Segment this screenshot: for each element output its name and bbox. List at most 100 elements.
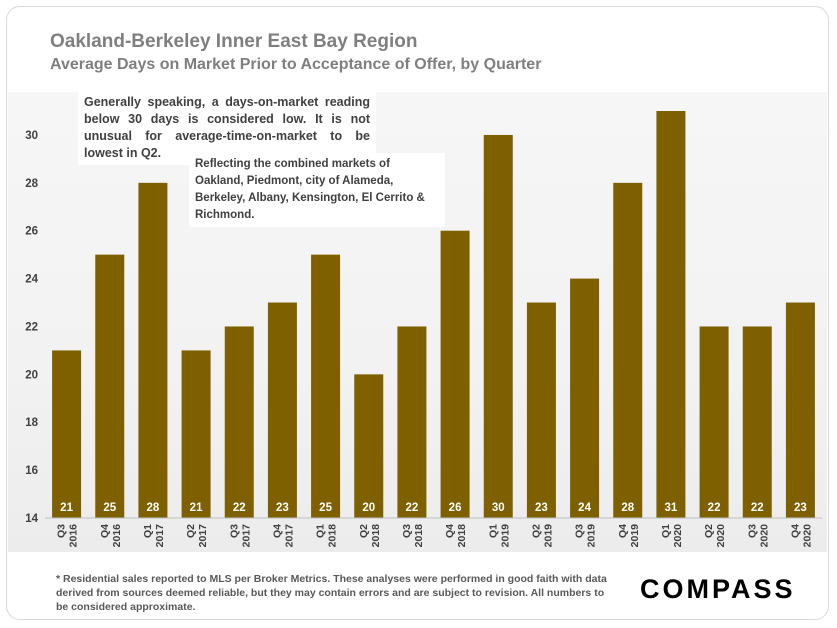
- annotation-days-on-market-note: Generally speaking, a days-on-market rea…: [78, 91, 376, 165]
- bar: [95, 254, 125, 518]
- bar-value-label: 23: [276, 502, 289, 514]
- y-tick-label: 18: [25, 417, 38, 429]
- x-tick-quarter: Q2: [530, 524, 542, 538]
- x-tick-label: Q3 2020: [746, 524, 770, 548]
- x-tick-year: 2020: [715, 524, 727, 548]
- bar-value-label: 25: [319, 502, 332, 514]
- bar: [311, 254, 341, 518]
- bar-value-label: 31: [665, 502, 678, 514]
- x-tick-year: 2018: [370, 524, 382, 548]
- bar-value-label: 22: [233, 502, 246, 514]
- x-tick-quarter: Q3: [746, 524, 758, 538]
- bar-value-label: 21: [60, 502, 73, 514]
- x-tick-label: Q1 2017: [142, 524, 166, 548]
- x-tick-quarter: Q1: [487, 524, 499, 538]
- x-tick-label: Q4 2016: [99, 524, 123, 548]
- y-tick-label: 26: [25, 226, 38, 238]
- x-tick-quarter: Q1: [660, 524, 672, 538]
- bar-value-label: 22: [406, 502, 419, 514]
- y-tick-label: 22: [25, 321, 38, 333]
- bar: [138, 182, 168, 518]
- y-tick-label: 24: [25, 274, 38, 286]
- x-tick-label: Q2 2019: [530, 524, 554, 548]
- bar: [354, 374, 384, 518]
- bar: [181, 350, 211, 518]
- bar: [440, 230, 470, 519]
- bar-value-label: 25: [103, 502, 116, 514]
- bar: [483, 134, 513, 519]
- x-tick-label: Q2 2017: [185, 524, 209, 548]
- x-tick-year: 2019: [499, 524, 511, 548]
- x-tick-quarter: Q2: [703, 524, 715, 538]
- x-tick-quarter: Q3: [401, 524, 413, 538]
- x-tick-quarter: Q4: [99, 524, 111, 538]
- x-tick-label: Q4 2019: [617, 524, 641, 548]
- x-tick-quarter: Q4: [444, 524, 456, 538]
- x-tick-year: 2016: [68, 524, 80, 548]
- x-tick-year: 2019: [542, 524, 554, 548]
- footnote: * Residential sales reported to MLS per …: [56, 573, 607, 613]
- bar-value-label: 22: [708, 502, 721, 514]
- bar: [742, 326, 772, 518]
- y-tick-label: 20: [25, 369, 38, 381]
- x-tick-quarter: Q3: [56, 524, 68, 538]
- x-tick-label: Q3 2018: [401, 524, 425, 548]
- bar-value-label: 26: [449, 502, 462, 514]
- x-tick-year: 2017: [283, 524, 295, 548]
- bar-value-label: 28: [621, 502, 634, 514]
- x-tick-year: 2020: [672, 524, 684, 548]
- x-tick-quarter: Q2: [185, 524, 197, 538]
- x-tick-label: Q2 2020: [703, 524, 727, 548]
- x-tick-label: Q4 2017: [271, 524, 295, 548]
- x-tick-quarter: Q3: [228, 524, 240, 538]
- bar: [526, 302, 556, 518]
- bar-value-label: 22: [751, 502, 764, 514]
- bar: [397, 326, 427, 518]
- x-tick-label: Q1 2020: [660, 524, 684, 548]
- x-tick-year: 2018: [456, 524, 468, 548]
- x-tick-quarter: Q2: [358, 524, 370, 538]
- x-tick-label: Q3 2019: [574, 524, 598, 548]
- x-tick-year: 2019: [586, 524, 598, 548]
- bar-value-label: 30: [492, 502, 505, 514]
- compass-logo: COMPASS: [640, 574, 796, 604]
- bar: [656, 111, 686, 518]
- bar-value-label: 23: [535, 502, 548, 514]
- bar-value-label: 23: [794, 502, 807, 514]
- x-tick-label: Q4 2020: [789, 524, 813, 548]
- x-tick-quarter: Q1: [315, 524, 327, 538]
- bar-value-label: 21: [190, 502, 203, 514]
- bar: [224, 326, 254, 518]
- x-tick-label: Q3 2017: [228, 524, 252, 548]
- x-tick-year: 2017: [197, 524, 209, 548]
- bar-value-label: 20: [362, 502, 375, 514]
- x-tick-label: Q3 2016: [56, 524, 80, 548]
- x-tick-label: Q2 2018: [358, 524, 382, 548]
- x-tick-quarter: Q3: [574, 524, 586, 538]
- x-tick-label: Q1 2019: [487, 524, 511, 548]
- bar: [267, 302, 297, 518]
- bar-value-label: 24: [578, 502, 591, 514]
- annotation-markets-note: Reflecting the combined markets of Oakla…: [189, 153, 445, 227]
- x-tick-year: 2020: [801, 524, 813, 548]
- x-tick-year: 2017: [240, 524, 252, 548]
- x-tick-quarter: Q4: [789, 524, 801, 538]
- x-tick-quarter: Q4: [617, 524, 629, 538]
- chart-title: Oakland-Berkeley Inner East Bay Region: [50, 31, 418, 52]
- bar: [570, 278, 600, 518]
- x-tick-label: Q4 2018: [444, 524, 468, 548]
- x-tick-year: 2018: [327, 524, 339, 548]
- bar: [785, 302, 815, 518]
- x-tick-year: 2016: [111, 524, 123, 548]
- bar-value-label: 28: [147, 502, 160, 514]
- x-tick-quarter: Q1: [142, 524, 154, 538]
- y-tick-label: 30: [25, 130, 38, 142]
- x-tick-year: 2018: [413, 524, 425, 548]
- bar: [699, 326, 729, 518]
- x-tick-year: 2017: [154, 524, 166, 548]
- bar: [613, 182, 643, 518]
- x-tick-quarter: Q4: [271, 524, 283, 538]
- chart-subtitle: Average Days on Market Prior to Acceptan…: [50, 56, 542, 73]
- x-tick-year: 2020: [758, 524, 770, 548]
